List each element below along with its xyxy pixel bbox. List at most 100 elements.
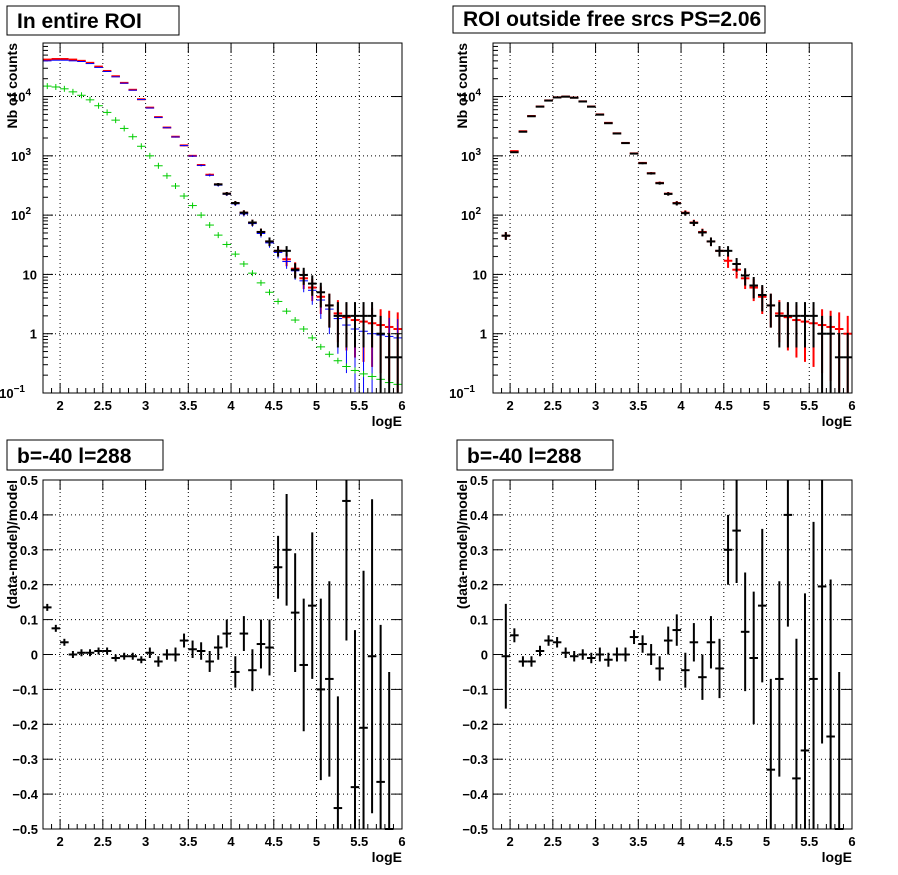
series-1 (501, 95, 852, 393)
y-tick-label: 1 (30, 327, 37, 342)
y-tick-label: 103 (461, 147, 481, 164)
x-tick-label: 4 (227, 398, 235, 413)
x-tick-label: 2 (56, 398, 63, 413)
chart-title: ROI outside free srcs PS=2.06 (463, 8, 761, 31)
x-tick-label: 5 (763, 398, 770, 413)
y-axis-title: Nb of counts (454, 43, 470, 129)
chart-panel-1: In entire ROI 2 2.5 3 3.5 4 4.5 5 5.5 6 10−1 1 10 102… (0, 5, 406, 429)
chart-panel-3: b=-40 l=288 2 2.5 3 3.5 4 4.5 5 5.5 6 −0.5 −0.4 −0.3… (4, 439, 406, 865)
x-tick-label: 4 (677, 834, 685, 849)
y-tick-label: 0.3 (20, 543, 38, 558)
x-axis-title: logE (372, 413, 402, 429)
y-tick-label: −0.2 (462, 717, 488, 732)
y-tick-label: −0.4 (12, 787, 38, 802)
series-2 (43, 59, 402, 393)
x-tick-label: 4 (227, 834, 235, 849)
y-tick-label: −0.3 (12, 752, 38, 767)
y-tick-label: 0.3 (470, 543, 488, 558)
x-tick-label: 5.5 (350, 834, 368, 849)
x-tick-label: 5 (313, 834, 320, 849)
x-tick-label: 6 (848, 398, 855, 413)
y-tick-label: 0 (31, 648, 38, 663)
y-tick-label: 0.4 (470, 508, 489, 523)
x-tick-label: 2.5 (94, 834, 112, 849)
y-tick-label: −0.1 (462, 682, 488, 697)
y-tick-label: 0.4 (20, 508, 39, 523)
x-tick-label: 4.5 (265, 398, 283, 413)
series-1 (501, 480, 844, 830)
x-axis-title: logE (372, 849, 402, 865)
series-1 (43, 57, 402, 392)
x-tick-label: 5 (313, 398, 320, 413)
y-tick-label: 10 (23, 267, 37, 282)
y-tick-label: −0.1 (12, 682, 38, 697)
x-tick-label: 2.5 (544, 834, 562, 849)
x-tick-label: 2 (506, 398, 513, 413)
x-tick-label: 6 (398, 834, 405, 849)
y-axis-title: (data-model)/model (4, 480, 20, 609)
y-tick-label: 104 (461, 88, 481, 105)
y-tick-label: 10−1 (449, 384, 475, 401)
y-tick-label: −0.2 (12, 717, 38, 732)
chart-title-box (6, 5, 180, 36)
y-tick-label: −0.4 (462, 787, 488, 802)
y-tick-label: 10 (473, 267, 487, 282)
y-tick-label: 0.5 (470, 473, 488, 488)
series-2 (501, 95, 852, 393)
plot-frame (42, 42, 403, 394)
x-tick-label: 3.5 (629, 834, 647, 849)
x-tick-label: 3.5 (629, 398, 647, 413)
series-3 (43, 83, 402, 388)
x-tick-label: 2 (506, 834, 513, 849)
x-tick-label: 5.5 (800, 398, 818, 413)
x-tick-label: 3 (142, 834, 149, 849)
x-tick-label: 3.5 (179, 398, 197, 413)
y-tick-label: 104 (11, 88, 31, 105)
chart-panel-4: b=-40 l=288 2 2.5 3 3.5 4 4.5 5 5.5 6 −0.5 −0.4 −0.3… (454, 439, 856, 865)
plot-frame (42, 479, 403, 830)
x-tick-label: 5 (763, 834, 770, 849)
chart-title: b=-40 l=288 (17, 445, 132, 468)
x-tick-label: 2 (56, 834, 63, 849)
y-axis-title: (data-model)/model (454, 480, 470, 609)
y-tick-label: −0.5 (12, 822, 38, 837)
y-tick-label: −0.5 (462, 822, 488, 837)
chart-title-box (6, 439, 164, 471)
y-tick-label: 10−1 (0, 384, 25, 401)
x-tick-label: 5.5 (350, 398, 368, 413)
plot-frame (492, 479, 853, 830)
x-tick-label: 3 (592, 834, 599, 849)
x-tick-label: 5.5 (800, 834, 818, 849)
x-tick-label: 4 (677, 398, 685, 413)
x-tick-label: 3 (142, 398, 149, 413)
y-tick-label: 102 (461, 206, 481, 223)
series-1 (43, 480, 394, 830)
y-tick-label: 0.2 (20, 578, 38, 593)
series-4 (213, 183, 402, 393)
y-tick-label: 0.5 (20, 473, 38, 488)
x-tick-label: 2.5 (544, 398, 562, 413)
y-tick-label: 0 (481, 648, 488, 663)
y-tick-label: 103 (11, 147, 31, 164)
y-tick-label: 0.1 (20, 613, 38, 628)
y-tick-label: 0.2 (470, 578, 488, 593)
chart-title-box (456, 439, 614, 471)
x-tick-label: 4.5 (715, 834, 733, 849)
chart-title-box (452, 5, 766, 34)
x-tick-label: 6 (848, 834, 855, 849)
y-tick-label: 1 (480, 327, 487, 342)
y-tick-label: −0.3 (462, 752, 488, 767)
x-tick-label: 2.5 (94, 398, 112, 413)
plot-frame (492, 42, 853, 394)
x-axis-title: logE (822, 849, 852, 865)
chart-title: In entire ROI (17, 10, 142, 33)
y-tick-label: 0.1 (470, 613, 488, 628)
chart-title: b=-40 l=288 (467, 445, 582, 468)
x-tick-label: 3.5 (179, 834, 197, 849)
x-axis-title: logE (822, 413, 852, 429)
chart-panel-2: ROI outside free srcs PS=2.06 2 2.5 3 3.5 4 4.… (449, 5, 856, 429)
y-axis-title: Nb of counts (4, 43, 20, 129)
x-tick-label: 4.5 (715, 398, 733, 413)
x-tick-label: 6 (398, 398, 405, 413)
